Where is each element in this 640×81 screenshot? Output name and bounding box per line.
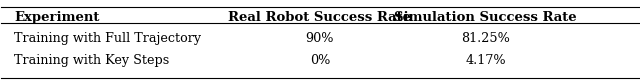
- Text: 90%: 90%: [306, 32, 334, 45]
- Text: Simulation Success Rate: Simulation Success Rate: [394, 11, 577, 24]
- Text: Training with Full Trajectory: Training with Full Trajectory: [14, 32, 201, 45]
- Text: 0%: 0%: [310, 54, 330, 67]
- Text: Experiment: Experiment: [14, 11, 99, 24]
- Text: 4.17%: 4.17%: [465, 54, 506, 67]
- Text: Training with Key Steps: Training with Key Steps: [14, 54, 170, 67]
- Text: 81.25%: 81.25%: [461, 32, 510, 45]
- Text: Real Robot Success Rate: Real Robot Success Rate: [228, 11, 412, 24]
